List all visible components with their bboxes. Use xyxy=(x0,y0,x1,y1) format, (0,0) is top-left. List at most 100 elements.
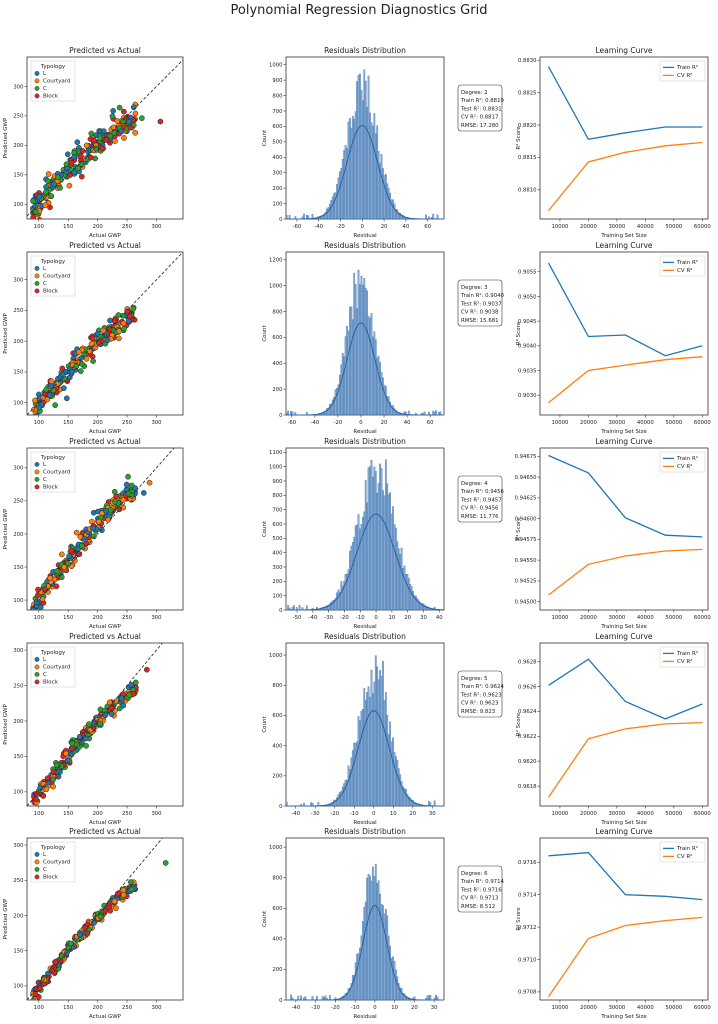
scatter-point xyxy=(52,402,58,408)
x-tick-label: 50000 xyxy=(665,615,682,621)
histogram-bar xyxy=(350,757,353,807)
legend-title: Typology xyxy=(40,650,66,656)
x-tick-label: 0 xyxy=(372,811,376,817)
histogram-bar xyxy=(373,113,376,220)
scatter-point xyxy=(40,793,47,799)
scatter-point xyxy=(111,488,118,495)
legend-label-c: C xyxy=(43,281,47,287)
x-tick-label: 250 xyxy=(122,811,133,817)
histogram-bar xyxy=(382,377,384,416)
x-tick-label: 0 xyxy=(374,615,378,621)
histogram-bar xyxy=(390,741,393,807)
legend-label-l: L xyxy=(43,852,47,858)
scatter-point xyxy=(58,763,65,769)
histogram-bar xyxy=(364,80,367,220)
legend-marker-block xyxy=(34,93,40,99)
y-axis-label: Predicted GWP xyxy=(3,508,9,549)
stats-line: CV R²: 0.9713 xyxy=(461,895,498,902)
histogram-bar xyxy=(377,355,380,416)
panel-title: Predicted vs Actual xyxy=(69,46,141,55)
histogram-bar xyxy=(363,688,366,807)
y-tick-label: 600 xyxy=(272,713,283,719)
y-tick-label: 300 xyxy=(13,648,24,654)
histogram-bar xyxy=(392,405,394,416)
histogram-bar xyxy=(374,864,377,1001)
scatter-point xyxy=(104,337,111,344)
scatter-point xyxy=(50,769,57,776)
legend-label-block: Block xyxy=(43,485,59,491)
histogram-bar xyxy=(326,208,328,220)
scatter-point xyxy=(109,113,116,119)
x-axis-label: Training Set Size xyxy=(600,429,647,435)
x-tick-label: 50000 xyxy=(665,420,682,426)
scatter-point xyxy=(48,193,55,199)
histogram-bar xyxy=(341,786,344,807)
residuals-histogram: Residuals Distribution Residual Count -40 -3… xyxy=(262,632,505,826)
histogram-bar xyxy=(384,908,387,1001)
legend-marker-l xyxy=(34,657,40,662)
histogram-bar xyxy=(287,605,290,611)
plot-frame xyxy=(539,56,709,220)
scatter-point xyxy=(42,202,49,208)
histogram-bar xyxy=(353,536,356,611)
y-tick-label: 300 xyxy=(13,277,24,283)
legend-marker-courtyard xyxy=(34,78,40,84)
stats-line: Degree: 3 xyxy=(461,285,488,291)
stats-line: Degree: 6 xyxy=(461,871,488,877)
scatter-point xyxy=(75,165,81,172)
panel-title: Predicted vs Actual xyxy=(69,437,141,446)
x-axis-label: Residual xyxy=(353,624,377,630)
scatter-point xyxy=(63,161,70,168)
y-tick-label: 150 xyxy=(13,754,24,760)
plot-frame xyxy=(539,837,709,1001)
histogram-bar xyxy=(377,483,380,611)
x-tick-label: -50 xyxy=(293,615,302,621)
histogram-bar xyxy=(364,287,367,416)
stats-frame xyxy=(457,475,503,523)
x-tick-label: -10 xyxy=(356,615,365,621)
legend-label-block: Block xyxy=(43,875,59,881)
histogram-bar xyxy=(379,463,381,611)
scatter-point xyxy=(120,320,127,327)
scatter-point xyxy=(116,335,122,342)
plot-frame xyxy=(26,642,184,807)
y-tick-label: 0.9040 xyxy=(518,344,537,350)
y-tick-label: 200 xyxy=(13,532,24,538)
x-tick-label: 40 xyxy=(436,615,443,621)
histogram-bar xyxy=(397,768,400,807)
scatter-point xyxy=(114,118,121,124)
y-axis-label: Count xyxy=(262,910,268,927)
stats-line: Test R²: 0.8831 xyxy=(460,105,502,112)
histogram-bar xyxy=(327,207,330,220)
scatter-point xyxy=(86,348,93,354)
panel-title: Learning Curve xyxy=(595,827,652,836)
legend-label-block: Block xyxy=(43,94,59,100)
scatter-point xyxy=(112,138,118,144)
x-tick-label: 40000 xyxy=(637,615,654,621)
x-tick-label: 40 xyxy=(404,420,411,426)
histogram-bar xyxy=(433,800,436,807)
histogram-bar xyxy=(382,168,384,220)
histogram-bar xyxy=(374,655,377,807)
scatter-point xyxy=(32,397,38,404)
scatter-point xyxy=(92,145,99,152)
histogram-bar xyxy=(347,765,350,807)
y-tick-label: 800 xyxy=(272,493,283,499)
legend-marker-c xyxy=(34,476,40,482)
scatter-point xyxy=(107,907,114,914)
scatter-point xyxy=(97,720,103,727)
legend-marker-block xyxy=(34,874,40,880)
histogram-bar xyxy=(407,578,410,611)
scatter-point xyxy=(113,905,119,912)
scatter-point xyxy=(54,568,61,575)
x-tick-label: 200 xyxy=(93,420,104,426)
panel-title: Residuals Distribution xyxy=(324,241,406,250)
series-line-cv xyxy=(547,721,703,798)
histogram-bar xyxy=(346,325,348,416)
scatter-point xyxy=(116,328,122,335)
scatter-point xyxy=(118,128,125,135)
histogram-bar xyxy=(425,214,427,220)
x-tick-label: 10000 xyxy=(552,420,569,426)
kde-curve xyxy=(286,513,444,611)
